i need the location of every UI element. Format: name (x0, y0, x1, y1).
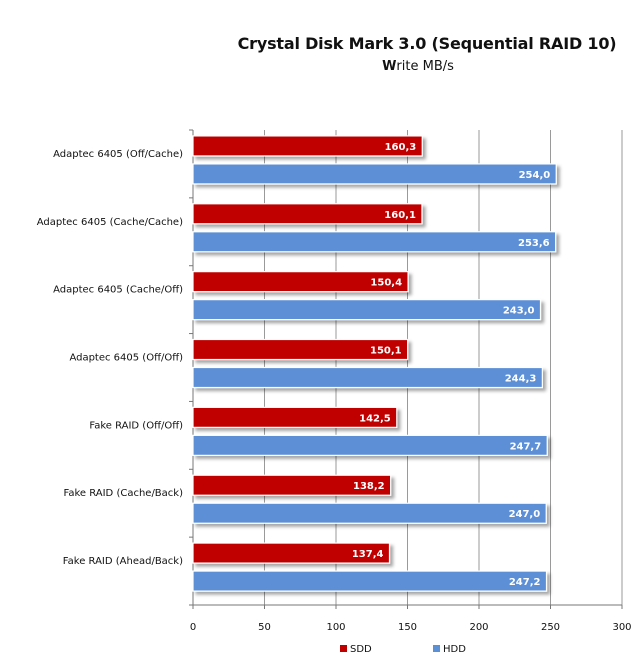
data-label: 160,3 (385, 142, 417, 153)
bar-hdd (192, 299, 542, 321)
legend-label-sdd: SDD (350, 644, 372, 655)
data-label: 150,1 (370, 346, 402, 357)
x-tick-label: 150 (398, 622, 417, 633)
legend-label-hdd: HDD (443, 644, 466, 655)
legend: SDD HDD (340, 644, 466, 655)
bar-sdd (192, 474, 392, 496)
data-label: 247,7 (510, 441, 542, 452)
legend-swatch-sdd (340, 645, 347, 652)
chart-subtitle: Write MB/s (0, 59, 640, 74)
bar-sdd (192, 542, 391, 564)
data-label: 253,6 (518, 238, 550, 249)
x-tick-label: 250 (541, 622, 560, 633)
category-label: Fake RAID (Ahead/Back) (63, 556, 183, 567)
bar-hdd (192, 570, 548, 592)
data-label: 150,4 (370, 278, 402, 289)
category-label: Adaptec 6405 (Off/Cache) (53, 149, 183, 160)
data-label: 137,4 (352, 549, 384, 560)
x-tick-label: 50 (258, 622, 271, 633)
bar-sdd (192, 203, 423, 225)
data-label: 243,0 (503, 306, 535, 317)
x-tick-label: 100 (326, 622, 345, 633)
chart-subtitle-bold: W (382, 59, 397, 74)
bar-sdd (192, 271, 409, 293)
data-label: 138,2 (353, 481, 385, 492)
category-label: Adaptec 6405 (Off/Off) (69, 353, 183, 364)
data-label: 142,5 (359, 413, 391, 424)
x-tick-label: 300 (612, 622, 631, 633)
category-label: Adaptec 6405 (Cache/Cache) (37, 217, 183, 228)
bar-hdd (192, 366, 543, 389)
bars (192, 135, 557, 592)
bar-sdd (192, 135, 423, 157)
data-label: 247,2 (509, 577, 541, 588)
labels: Adaptec 6405 (Off/Cache) 160,3 254,0 Adapte… (37, 142, 551, 588)
bar-sdd (192, 406, 398, 428)
data-label: 244,3 (505, 374, 537, 385)
category-label: Adaptec 6405 (Cache/Off) (53, 285, 183, 296)
x-tick-label: 0 (190, 622, 196, 633)
bar-hdd (192, 434, 548, 456)
bar-sdd (192, 338, 409, 361)
chart-subtitle-rest: rite MB/s (396, 59, 454, 74)
bar-hdd (192, 502, 547, 524)
legend-swatch-hdd (433, 645, 440, 652)
data-label: 247,0 (509, 509, 541, 520)
data-label: 254,0 (519, 170, 551, 181)
data-label: 160,1 (384, 210, 416, 221)
category-label: Fake RAID (Cache/Back) (64, 488, 184, 499)
x-tick-label: 200 (469, 622, 488, 633)
bar-hdd (192, 231, 557, 253)
chart-title: Crystal Disk Mark 3.0 (Sequential RAID 1… (237, 34, 617, 53)
category-label: Fake RAID (Off/Off) (89, 420, 183, 431)
bar-hdd (192, 163, 557, 185)
